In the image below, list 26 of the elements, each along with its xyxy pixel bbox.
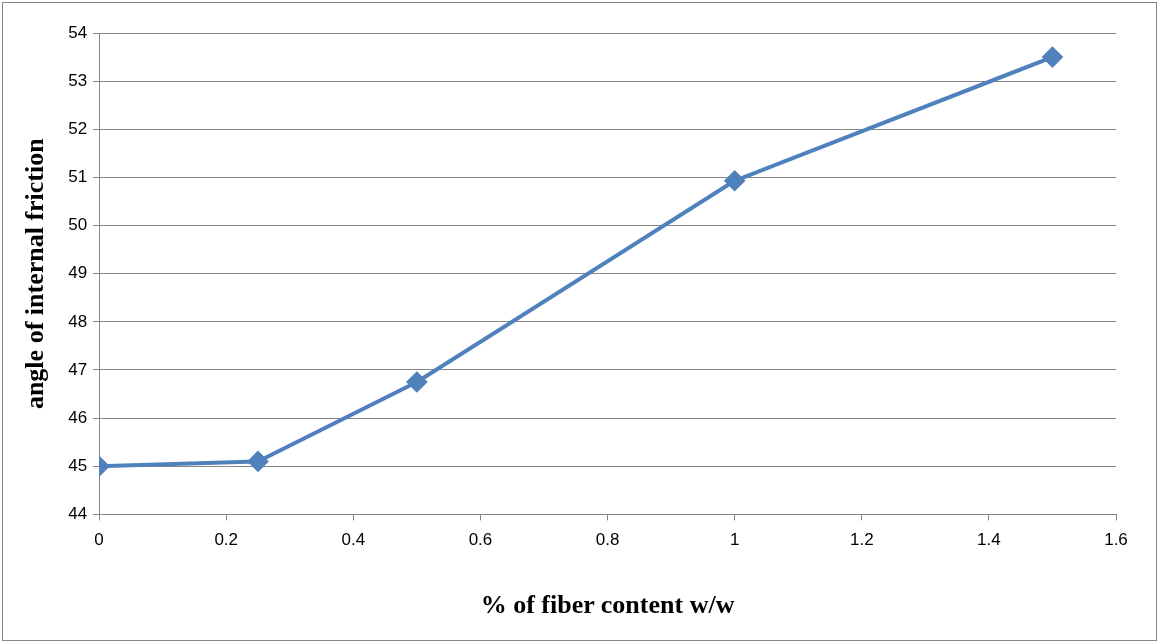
y-tick-label: 52 [68,118,88,138]
point [406,372,427,393]
x-tick-label: 0.4 [341,530,366,550]
x-tick-label: 1.4 [977,530,1001,550]
y-tick-label: 47 [68,359,88,379]
y-tick-label: 49 [68,263,88,283]
y-axis-title: angle of internal friction [20,137,50,410]
x-tick-label: 1.2 [849,530,874,550]
x-tick-label: 1.6 [1104,530,1128,550]
y-tick-label: 50 [68,215,88,235]
x-tick-label: 0.6 [468,530,493,550]
x-tick-label: 1 [729,530,740,550]
point [724,170,745,191]
y-tick-label: 54 [68,22,88,42]
point [1042,47,1063,68]
y-tick-label: 46 [68,407,88,427]
y-tick-label: 48 [68,311,88,331]
y-tick-label: 44 [68,504,88,524]
y-tick-label: 53 [68,70,88,90]
y-tick-label: 45 [68,455,88,475]
y-tick-label: 51 [68,167,88,187]
x-tick-label: 0 [94,530,104,550]
x-tick-label: 0.2 [214,530,239,550]
x-axis-title: % of fiber content w/w [480,590,735,620]
x-tick-label: 0.8 [595,530,620,550]
point [248,451,268,472]
